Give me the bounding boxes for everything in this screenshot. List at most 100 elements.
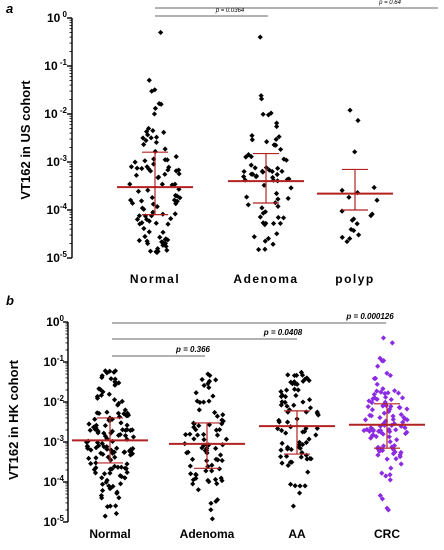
data-point (97, 386, 104, 393)
data-point (132, 159, 138, 165)
data-point (344, 238, 350, 245)
data-point (393, 456, 399, 462)
data-point (135, 188, 142, 194)
data-point (174, 198, 180, 204)
data-point (384, 505, 390, 511)
data-point (287, 481, 294, 487)
data-point (159, 239, 165, 245)
panel-a-letter: a (6, 1, 13, 16)
data-point (86, 455, 92, 461)
data-point (291, 402, 297, 408)
data-point (400, 419, 406, 425)
data-point (279, 168, 285, 174)
data-point (111, 397, 118, 403)
data-point (106, 391, 112, 397)
data-point (86, 421, 92, 427)
data-point (104, 477, 110, 483)
data-point (187, 463, 193, 469)
data-point (162, 236, 168, 242)
category-label: Adenoma (233, 272, 298, 286)
data-point (258, 96, 265, 102)
data-point (339, 208, 345, 214)
data-point (150, 128, 156, 134)
data-point (395, 390, 402, 396)
data-point (104, 504, 111, 510)
data-point (138, 198, 145, 204)
data-point (294, 381, 300, 387)
data-point (288, 185, 294, 191)
data-point (302, 483, 308, 489)
data-point (283, 387, 290, 393)
data-point (282, 399, 288, 405)
data-point (307, 455, 313, 462)
data-point (270, 174, 276, 181)
data-point (382, 390, 388, 397)
data-point (147, 248, 154, 254)
data-point (214, 481, 220, 487)
data-point (176, 171, 182, 177)
data-point (399, 395, 406, 401)
y-tick-base: 10 (47, 11, 61, 25)
data-point (274, 120, 280, 126)
data-point (102, 513, 108, 519)
data-point (95, 428, 101, 434)
data-point (278, 447, 284, 453)
data-point (99, 475, 105, 481)
comparison-p-value: p = 0.000126 (345, 312, 394, 321)
data-point (262, 246, 268, 252)
data-point (173, 153, 179, 160)
data-point (193, 390, 199, 396)
data-point (118, 420, 124, 426)
data-point (146, 166, 152, 172)
data-point (384, 456, 390, 462)
data-point (274, 171, 280, 178)
data-point (378, 429, 384, 435)
panel-a-y-axis-label: VT162 in US cohort (18, 80, 33, 200)
data-point (265, 235, 272, 242)
data-point (375, 452, 381, 458)
data-point (391, 420, 397, 427)
data-point (217, 452, 224, 458)
data-point (213, 377, 219, 383)
data-point (339, 187, 345, 193)
y-tick-exponent: -2 (57, 394, 65, 403)
data-point (369, 211, 375, 217)
y-tick-base: 10 (47, 203, 61, 217)
data-point (306, 436, 312, 442)
data-point (197, 399, 203, 406)
data-point (153, 134, 160, 140)
comparison-p-value: p = 0.366 (175, 345, 211, 354)
data-point (153, 220, 159, 226)
data-point (266, 167, 272, 173)
panel-b-y-axis-label: VT162 in HK cohort (6, 359, 21, 480)
data-point (356, 232, 362, 238)
data-point (283, 430, 289, 436)
data-point (213, 498, 219, 504)
data-point (380, 403, 386, 409)
data-point (258, 93, 264, 99)
data-point (166, 164, 172, 170)
data-point (109, 416, 115, 422)
data-point (145, 187, 151, 193)
data-point (116, 495, 122, 501)
data-point (276, 134, 282, 140)
y-tick-base: 10 (44, 107, 58, 121)
data-point (196, 423, 202, 429)
panel-b-summaries (72, 403, 425, 469)
y-tick-label: 10 -1 (44, 58, 67, 73)
data-point (285, 462, 291, 469)
data-point (263, 220, 269, 226)
data-point (107, 470, 113, 476)
data-point (105, 454, 111, 460)
panel-a-points (127, 29, 380, 256)
panel-a: a VT162 in US cohort 10 010 -110 -210-31… (6, 0, 438, 286)
data-point (371, 184, 377, 191)
data-point (117, 481, 124, 487)
data-point (162, 171, 168, 177)
data-point (201, 437, 207, 443)
data-point (149, 88, 155, 94)
data-point (248, 171, 254, 177)
data-point (141, 206, 147, 212)
data-point (112, 382, 118, 388)
data-point (296, 439, 303, 445)
